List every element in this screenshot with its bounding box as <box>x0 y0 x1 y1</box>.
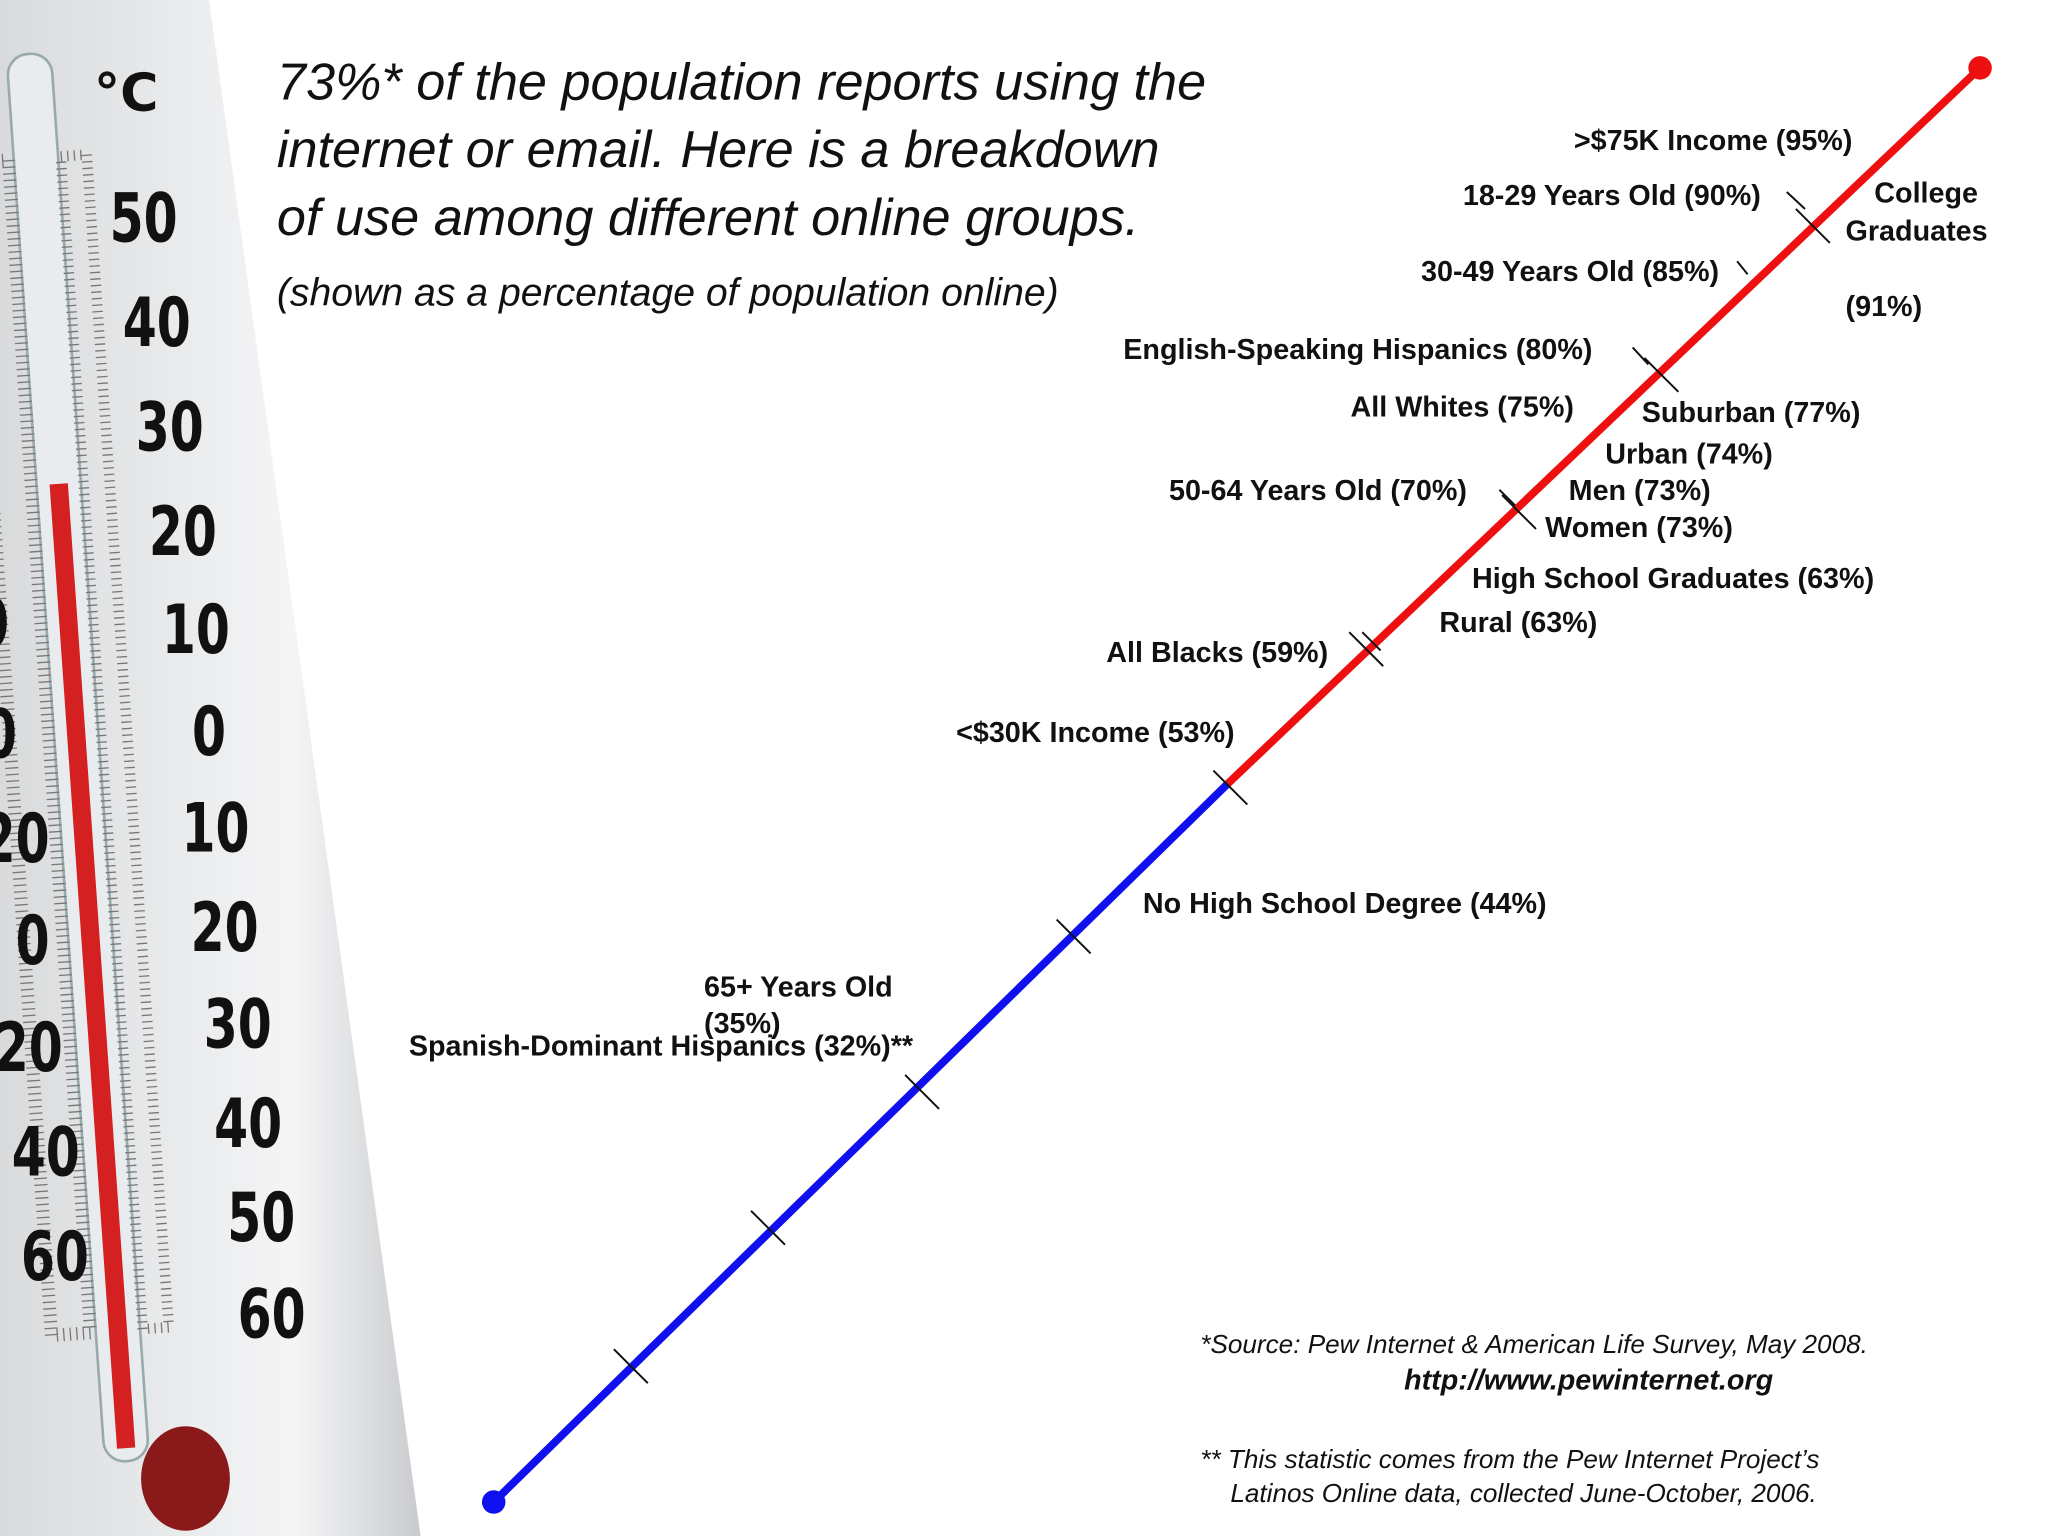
group-label: 50-64 Years Old (70%) <box>1169 475 1467 507</box>
note-line: ** This statistic comes from the Pew Int… <box>1200 1444 1819 1474</box>
group-label: 30-49 Years Old (85%) <box>1421 256 1719 288</box>
group-label: Rural (63%) <box>1439 607 1597 639</box>
group-label: (35%) <box>704 1008 781 1040</box>
scale-label: 30 <box>204 984 272 1063</box>
scale-label: 60 <box>238 1274 306 1353</box>
title-line: of use among different online groups. <box>277 189 1139 247</box>
texts: 73%* of the population reports using the… <box>0 53 1988 1508</box>
red-line <box>1225 65 1983 787</box>
ticks <box>613 191 1831 1384</box>
scale-label: 0 <box>192 692 226 771</box>
group-label: High School Graduates (63%) <box>1472 563 1874 595</box>
group-label: All Blacks (59%) <box>1106 637 1328 669</box>
group-label: Urban (74%) <box>1605 439 1773 471</box>
group-label: Women (73%) <box>1545 512 1733 544</box>
scale-label: 20 <box>0 1008 63 1087</box>
scale-label: 0 <box>16 901 50 980</box>
scale-label: 0 <box>0 694 17 773</box>
scale-label: 40 <box>12 1112 80 1191</box>
scale-label: 10 <box>162 590 230 669</box>
note-line: Latinos Online data, collected June-Octo… <box>1230 1478 1816 1508</box>
group-label: English-Speaking Hispanics (80%) <box>1123 334 1592 366</box>
end-dot <box>481 1490 506 1514</box>
scale-label: 20 <box>149 492 217 571</box>
thermometer-bulb <box>141 1426 230 1531</box>
group-label: 18-29 Years Old (90%) <box>1463 180 1761 212</box>
scale-label: 50 <box>227 1178 295 1257</box>
scale-label: 40 <box>123 283 191 362</box>
scale-label: 40 <box>214 1084 282 1163</box>
url: http://www.pewinternet.org <box>1404 1365 1774 1397</box>
group-label: College <box>1874 177 1978 209</box>
scale-label: 50 <box>110 179 178 258</box>
end-dot <box>1968 56 1992 80</box>
scale-label: 20 <box>0 799 50 878</box>
title-line: internet or email. Here is a breakdown <box>277 121 1160 179</box>
group-label: <$30K Income (53%) <box>956 717 1235 749</box>
scale-label: 10 <box>181 788 249 867</box>
group-label: Suburban (77%) <box>1642 397 1861 429</box>
unit: °C <box>94 64 158 124</box>
group-label: All Whites (75%) <box>1351 392 1574 424</box>
group-label: (91%) <box>1846 291 1923 323</box>
source: *Source: Pew Internet & American Life Su… <box>1200 1329 1868 1359</box>
group-label: No High School Degree (44%) <box>1143 888 1547 920</box>
scale-label: 20 <box>191 888 259 967</box>
group-label: Graduates <box>1846 215 1988 247</box>
scale-label: 30 <box>136 387 204 466</box>
title-line: 73%* of the population reports using the <box>277 53 1206 111</box>
group-label: 65+ Years Old <box>704 972 893 1004</box>
group-label: Men (73%) <box>1569 475 1711 507</box>
group-label: Spanish-Dominant Hispanics (32%)** <box>409 1030 914 1062</box>
group-label: >$75K Income (95%) <box>1574 125 1853 157</box>
subtitle: (shown as a percentage of population onl… <box>277 272 1059 315</box>
scale-label: 0 <box>0 583 9 662</box>
blue-line <box>490 780 1231 1505</box>
scale-label: 60 <box>21 1217 89 1296</box>
